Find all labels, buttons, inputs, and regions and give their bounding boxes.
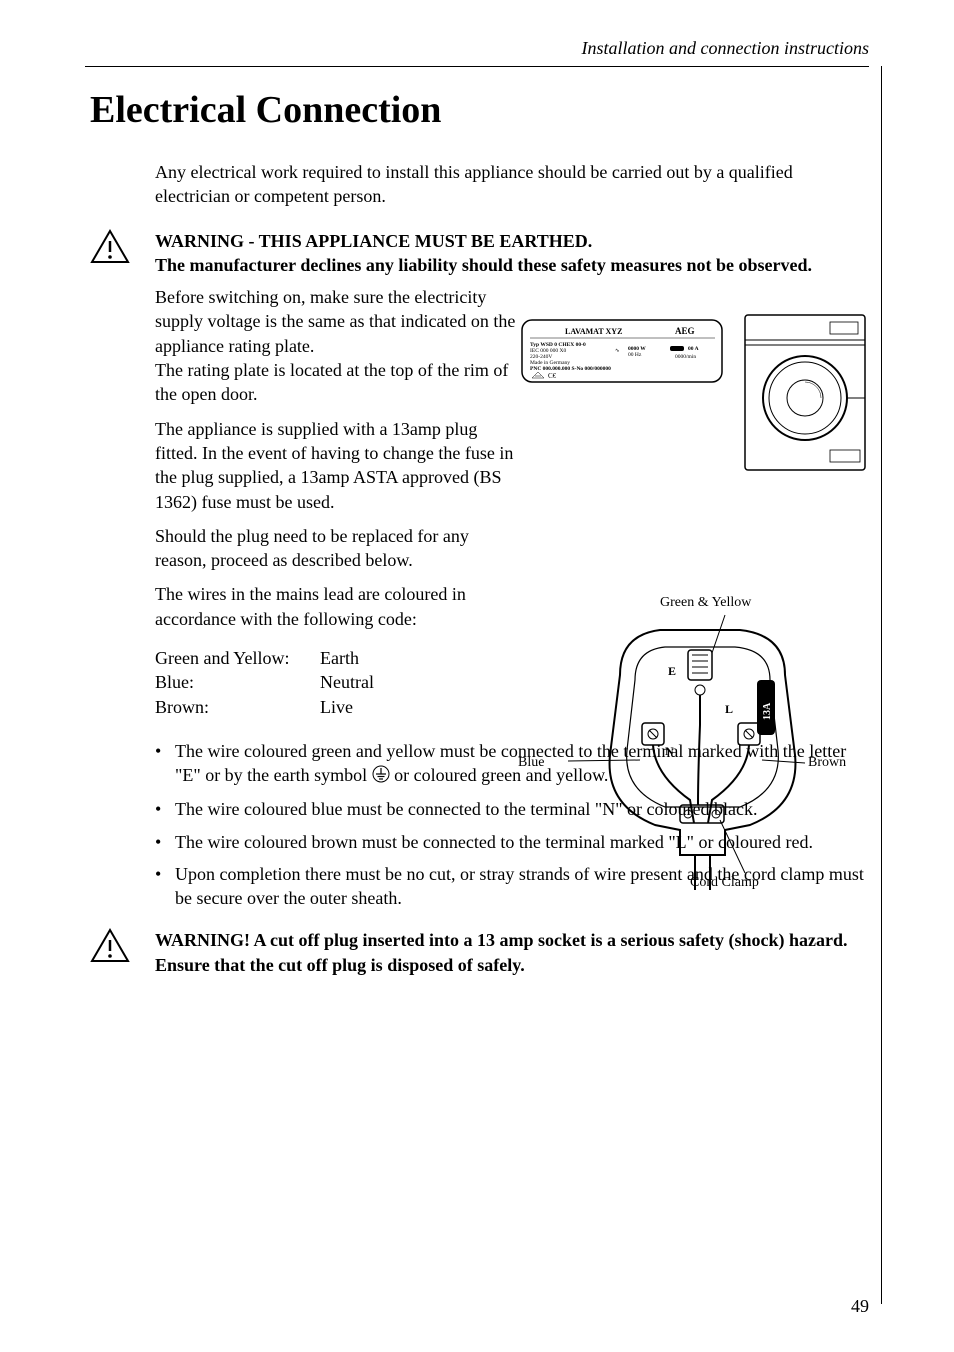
plug-label-left: Blue xyxy=(518,755,544,771)
para-replace: Should the plug need to be replaced for … xyxy=(155,524,520,573)
para-fuse: The appliance is supplied with a 13amp p… xyxy=(155,417,520,514)
plate-pnc: PNC 000.000.000 S-No 000/000000 xyxy=(530,366,611,372)
page-header-section: Installation and connection instructions xyxy=(582,38,869,59)
left-column: Before switching on, make sure the elect… xyxy=(155,285,520,719)
bullet-marker: • xyxy=(155,862,175,911)
plate-amp: 00 A xyxy=(688,346,699,352)
plug-label-right: Brown xyxy=(808,755,846,771)
warning-triangle-icon xyxy=(90,229,130,264)
wire-color-label: Blue: xyxy=(155,670,320,694)
wire-row: Blue: Neutral xyxy=(155,670,520,694)
plug-wiring-diagram: Green & Yellow Blue Brown Cord Clamp E L… xyxy=(550,595,870,895)
warning2-text: WARNING! A cut off plug inserted into a … xyxy=(155,928,870,977)
wire-row: Green and Yellow: Earth xyxy=(155,646,520,670)
warning1-line1: WARNING - THIS APPLIANCE MUST BE EARTHED… xyxy=(155,229,870,253)
para-voltage-a: Before switching on, make sure the elect… xyxy=(155,287,515,356)
bullet-marker: • xyxy=(155,739,175,789)
plate-brand: AEG xyxy=(675,326,695,336)
plug-terminal-n: N xyxy=(665,744,674,758)
svg-text:C€: C€ xyxy=(548,372,557,380)
warning1-line2: The manufacturer declines any liability … xyxy=(155,253,870,277)
warning-triangle-icon xyxy=(90,928,130,963)
wire-function: Live xyxy=(320,695,353,719)
para-voltage: Before switching on, make sure the elect… xyxy=(155,285,520,406)
page-number: 49 xyxy=(851,1296,869,1317)
plate-hz: 00 Hz xyxy=(628,352,642,358)
wire-function: Neutral xyxy=(320,670,374,694)
para-wirecode: The wires in the mains lead are coloured… xyxy=(155,582,495,631)
right-margin-rule xyxy=(881,66,882,1304)
bullet-marker: • xyxy=(155,797,175,821)
main-title: Electrical Connection xyxy=(90,88,441,132)
wire-color-label: Brown: xyxy=(155,695,320,719)
plate-model: LAVAMAT XYZ xyxy=(565,327,622,336)
wire-row: Brown: Live xyxy=(155,695,520,719)
plug-terminal-l: L xyxy=(725,702,733,716)
plug-label-bottom: Cord Clamp xyxy=(690,875,759,891)
wire-color-label: Green and Yellow: xyxy=(155,646,320,670)
intro-paragraph: Any electrical work required to install … xyxy=(155,160,870,209)
warning-block-1: WARNING - THIS APPLIANCE MUST BE EARTHED… xyxy=(155,229,870,278)
plate-rpm: 0000/min xyxy=(675,354,696,360)
para-voltage-b: The rating plate is located at the top o… xyxy=(155,360,508,404)
bullet-marker: • xyxy=(155,830,175,854)
warning-block-2: WARNING! A cut off plug inserted into a … xyxy=(155,928,870,977)
earth-symbol-icon xyxy=(372,765,390,789)
wire-color-table: Green and Yellow: Earth Blue: Neutral Br… xyxy=(155,646,520,719)
plug-label-top: Green & Yellow xyxy=(660,595,751,611)
plug-terminal-e: E xyxy=(668,664,676,678)
plug-fuse-label: 13A xyxy=(762,702,773,720)
svg-text:∿: ∿ xyxy=(615,348,620,354)
rating-plate-diagram: LAVAMAT XYZ AEG Typ WSD 0 CHEX 00-0 IEC … xyxy=(520,310,870,490)
wire-function: Earth xyxy=(320,646,359,670)
header-rule xyxy=(85,66,869,67)
